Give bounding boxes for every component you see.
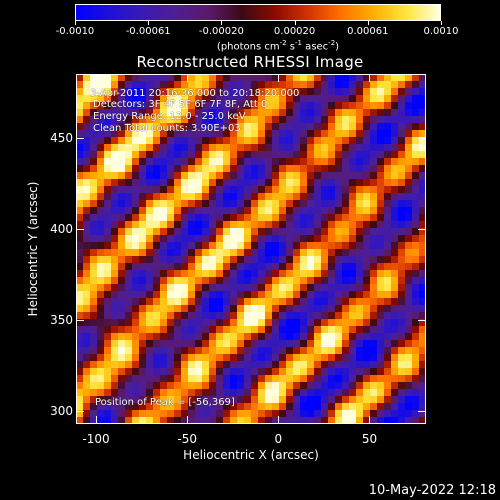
y-tick-label: 450 xyxy=(50,130,73,145)
x-tick xyxy=(278,416,280,424)
x-tick-label: 50 xyxy=(361,432,378,446)
colorbar-tick-label: 0.00061 xyxy=(347,26,389,37)
colorbar-tick xyxy=(294,21,296,25)
x-axis-title: Heliocentric X (arcsec) xyxy=(183,448,319,462)
y-tick-label: 400 xyxy=(50,221,73,236)
y-tick-label: 350 xyxy=(50,313,73,328)
y-tick-label: 300 xyxy=(50,404,73,419)
x-tick xyxy=(96,416,98,424)
y-tick xyxy=(76,411,84,413)
detectors-label: Detectors: 3F 4F 5F 6F 7F 8F, Att 0 xyxy=(93,99,268,110)
clean-counts-label: Clean Total counts: 3.90E+03 xyxy=(93,123,241,134)
colorbar-tick xyxy=(367,21,369,25)
timestamp: 10-May-2022 12:18 xyxy=(368,483,496,498)
peak-position-label: Position of Peak = [-56,369] xyxy=(95,397,235,408)
y-tick xyxy=(76,320,84,322)
y-tick xyxy=(418,411,426,413)
y-axis-title: Heliocentric Y (arcsec) xyxy=(26,181,40,317)
y-tick xyxy=(418,228,426,230)
x-tick xyxy=(187,416,189,424)
plot-title: Reconstructed RHESSI Image xyxy=(136,53,364,71)
x-tick-label: 0 xyxy=(274,432,283,446)
x-tick xyxy=(369,74,371,82)
colorbar-tick xyxy=(75,21,76,25)
x-tick-label: -50 xyxy=(177,432,197,446)
time-range-label: 3-Apr-2011 20:16:36.000 to 20:18:20.000 xyxy=(90,88,300,99)
y-tick xyxy=(76,137,84,139)
colorbar-tick xyxy=(221,21,223,25)
x-tick xyxy=(278,74,280,82)
x-tick-label: -100 xyxy=(82,432,110,446)
colorbar-tick-label: 0.0010 xyxy=(423,26,459,37)
colorbar-tick-label: -0.00020 xyxy=(198,26,244,37)
y-tick xyxy=(76,228,84,230)
colorbar xyxy=(75,4,441,21)
colorbar-tick-label: 0.00020 xyxy=(273,26,316,37)
colorbar-tick-label: -0.00061 xyxy=(125,26,171,37)
x-tick xyxy=(369,416,371,424)
rhessi-image xyxy=(76,74,426,424)
y-tick xyxy=(418,320,426,322)
colorbar-tick xyxy=(441,21,442,25)
x-tick xyxy=(187,74,189,82)
y-tick xyxy=(418,137,426,139)
colorbar-tick-label: -0.0010 xyxy=(55,26,95,37)
colorbar-units: (photons cm-2 s-1 asec-2) xyxy=(216,39,340,53)
colorbar-tick xyxy=(148,21,150,25)
x-tick xyxy=(96,74,98,82)
energy-range-label: Energy Range: 12.0 - 25.0 keV xyxy=(93,111,246,122)
